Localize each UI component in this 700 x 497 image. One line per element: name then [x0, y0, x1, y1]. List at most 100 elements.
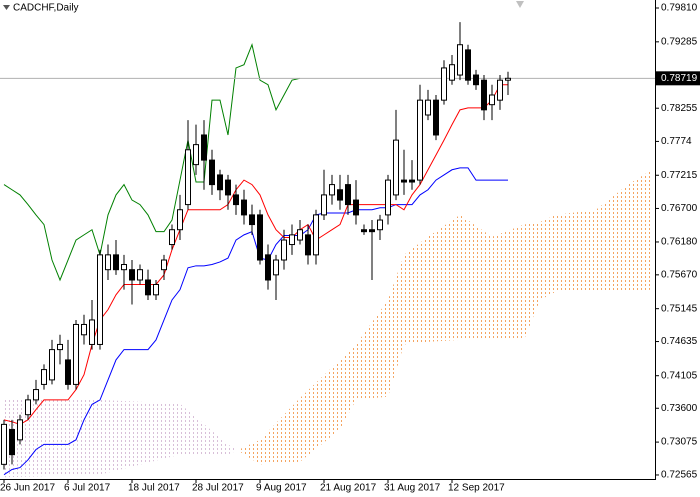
candle-body — [249, 214, 255, 226]
candle-body — [273, 259, 279, 276]
candle-body — [217, 174, 223, 191]
cloud-segment — [388, 254, 404, 397]
candle-body — [209, 159, 215, 186]
x-tick-label: 9 Aug 2017 — [256, 483, 307, 494]
y-tick-label: 0.79285 — [661, 36, 698, 47]
candle-body — [417, 99, 423, 181]
candle-body — [81, 323, 87, 336]
x-tick-label: 12 Sep 2017 — [448, 483, 505, 494]
candle-body — [457, 44, 463, 76]
x-tick-label: 6 Jul 2017 — [64, 483, 111, 494]
cloud-segment — [628, 169, 652, 292]
cloud-segment — [237, 439, 260, 465]
cloud-segment — [356, 299, 388, 400]
cloud-segment — [260, 397, 300, 465]
candle-body — [33, 389, 39, 401]
candle-body — [369, 229, 375, 233]
candle-body — [361, 229, 367, 233]
cloud-segment — [556, 209, 596, 292]
candle-body — [313, 214, 319, 256]
cloud-segment — [228, 444, 238, 455]
y-tick-label: 0.75670 — [661, 269, 698, 280]
candle-body — [9, 429, 15, 456]
candle-body — [41, 369, 47, 385]
cloud-segment — [100, 399, 180, 475]
y-tick-label: 0.78255 — [661, 103, 698, 114]
candle-body — [497, 79, 503, 101]
candle-body — [393, 139, 399, 196]
chikou-line — [3, 43, 301, 282]
candle-body — [73, 323, 79, 385]
x-tick-label: 28 Jul 2017 — [192, 483, 244, 494]
y-tick-label: 0.76180 — [661, 237, 698, 248]
candle-body — [177, 209, 183, 231]
candle-body — [329, 184, 335, 196]
cloud-segment — [596, 184, 628, 292]
candle-body — [305, 234, 311, 256]
cloud-segment — [492, 224, 524, 340]
current-price-box — [656, 71, 700, 86]
candle-body — [145, 279, 151, 296]
candle-body — [489, 94, 495, 106]
cloud-segment — [524, 221, 540, 340]
candle-body — [233, 194, 239, 206]
candle-body — [465, 49, 471, 81]
cloud-segment — [300, 359, 340, 462]
x-tick-label: 18 Jul 2017 — [128, 483, 180, 494]
candle-body — [433, 99, 439, 136]
cloud-layer — [4, 169, 652, 478]
candle-body — [65, 359, 71, 385]
axis-layer: 0.79810 0.79285 0.78255 0.7774 0.77215 0.7670… — [0, 3, 700, 494]
x-tick-label: 26 Jun 2017 — [0, 483, 55, 494]
candle-body — [169, 229, 175, 246]
candle-body — [201, 134, 207, 161]
y-tick-label: 0.72565 — [661, 470, 698, 481]
y-tick-label: 0.73600 — [661, 403, 698, 414]
candle-body — [185, 149, 191, 206]
candle-layer — [1, 22, 511, 470]
candle-body — [353, 199, 359, 216]
candle-body — [17, 419, 23, 441]
candle-body — [1, 423, 7, 465]
candle-body — [97, 254, 103, 345]
candle-body — [137, 269, 143, 281]
y-tick-label: 0.76700 — [661, 203, 698, 214]
candle-body — [321, 194, 327, 216]
candle-body — [49, 349, 55, 381]
candle-body — [153, 284, 159, 296]
candle-body — [505, 77, 511, 81]
cloud-segment — [180, 403, 228, 455]
cloud-segment — [540, 214, 556, 300]
candle-body — [241, 199, 247, 216]
candle-body — [289, 234, 295, 246]
candle-body — [193, 144, 199, 166]
candle-body — [401, 179, 407, 183]
cloud-segment — [404, 236, 428, 345]
candle-body — [409, 179, 415, 183]
tenkan-line — [3, 84, 508, 425]
candle-body — [113, 254, 119, 271]
kijun-line — [3, 167, 508, 476]
candle-body — [385, 179, 391, 216]
y-tick-label: 0.74105 — [661, 370, 698, 381]
candle-body — [257, 214, 263, 261]
y-tick-label: 0.75145 — [661, 303, 698, 314]
candle-body — [481, 79, 487, 111]
y-tick-label: 0.73075 — [661, 437, 698, 448]
shift-marker — [516, 1, 524, 8]
candle-body — [161, 259, 167, 271]
y-tick-label: 0.74635 — [661, 336, 698, 347]
y-tick-label: 0.79810 — [661, 3, 698, 14]
chart-title: CADCHF,Daily — [13, 3, 79, 14]
candle-body — [449, 64, 455, 81]
candle-body — [57, 343, 63, 351]
current-price-label: 0.78719 — [661, 73, 698, 84]
title-icon — [3, 5, 10, 10]
candle-body — [265, 254, 271, 281]
candle-body — [121, 264, 127, 271]
candle-body — [425, 99, 431, 116]
line-layer — [0, 43, 655, 476]
candle-body — [345, 184, 351, 206]
